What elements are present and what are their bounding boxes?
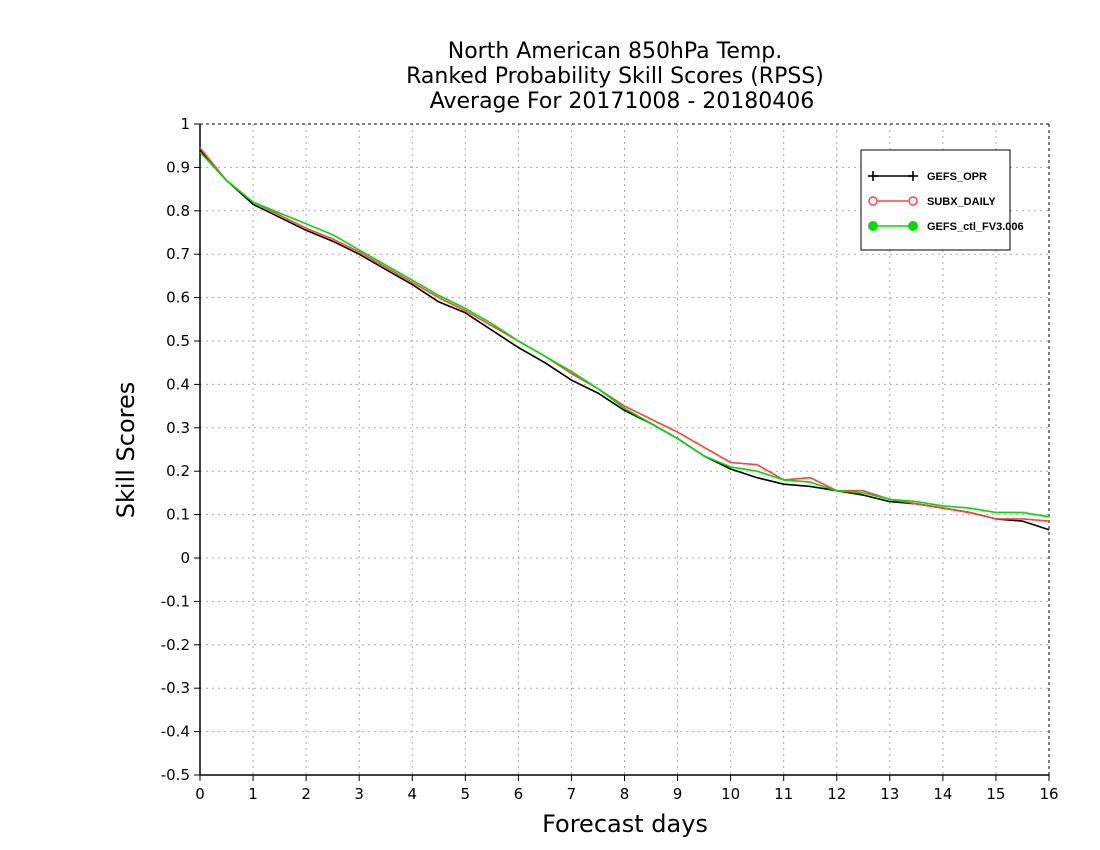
legend: GEFS_OPR SUBX_DAILY GEFS_ctl_FV3.006 — [860, 149, 1024, 251]
legend-label: SUBX_DAILY — [927, 196, 996, 208]
y-tick-label: 0 — [180, 549, 190, 567]
x-tick-label: 5 — [461, 785, 471, 803]
x-axis-ticks: 0 1 2 3 4 5 6 7 8 9 10 11 12 13 14 15 16 — [195, 775, 1059, 803]
y-tick-label: -0.3 — [161, 679, 190, 697]
title-line-3: Average For 20171008 - 20180406 — [430, 89, 815, 114]
x-tick-label: 2 — [301, 785, 311, 803]
grid-lines — [200, 124, 1049, 775]
y-tick-label: 0.1 — [166, 506, 190, 524]
x-tick-label: 7 — [567, 785, 577, 803]
x-tick-label: 1 — [248, 785, 258, 803]
series-lines — [199, 147, 1050, 531]
y-tick-label: 1 — [180, 115, 190, 133]
x-tick-label: 12 — [827, 785, 846, 803]
y-tick-label: 0.5 — [166, 332, 190, 350]
y-tick-label: 0.6 — [166, 289, 190, 307]
x-tick-label: 4 — [407, 785, 417, 803]
legend-open-circle-marker — [868, 196, 878, 206]
legend-entry-1: GEFS_OPR — [868, 171, 987, 183]
title-line-1: North American 850hPa Temp. — [448, 39, 783, 64]
chart-title: North American 850hPa Temp. Ranked Proba… — [406, 39, 824, 114]
y-tick-label: 0.7 — [166, 245, 190, 263]
y-tick-label: 0.4 — [166, 375, 190, 393]
x-axis-title: Forecast days — [542, 810, 708, 838]
title-line-2: Ranked Probability Skill Scores (RPSS) — [406, 64, 824, 89]
x-tick-label: 0 — [195, 785, 205, 803]
x-tick-label: 10 — [721, 785, 740, 803]
legend-filled-circle-marker — [868, 221, 878, 231]
y-tick-label: -0.2 — [161, 636, 190, 654]
series-line-2 — [199, 147, 1050, 522]
legend-label: GEFS_OPR — [927, 171, 987, 183]
y-tick-label: -0.5 — [161, 766, 190, 784]
y-tick-label: -0.1 — [161, 592, 190, 610]
x-tick-label: 16 — [1039, 785, 1058, 803]
legend-entry-3: GEFS_ctl_FV3.006 — [868, 221, 1024, 233]
legend-box — [860, 149, 1011, 251]
legend-label: GEFS_ctl_FV3.006 — [927, 221, 1024, 233]
x-tick-label: 9 — [673, 785, 683, 803]
x-tick-label: 14 — [933, 785, 952, 803]
x-tick-label: 11 — [774, 785, 793, 803]
x-tick-label: 6 — [514, 785, 524, 803]
x-tick-label: 3 — [354, 785, 364, 803]
y-axis-ticks: -0.5 -0.4 -0.3 -0.2 -0.1 0 0.1 0.2 0.3 0.4 0.5 0.6 0… — [161, 115, 200, 784]
legend-filled-circle-marker — [908, 221, 918, 231]
series-line-3 — [199, 151, 1050, 518]
x-tick-label: 13 — [880, 785, 899, 803]
x-tick-label: 15 — [986, 785, 1005, 803]
y-tick-label: 0.8 — [166, 202, 190, 220]
y-tick-label: 0.9 — [166, 158, 190, 176]
legend-open-circle-marker — [908, 196, 918, 206]
x-tick-label: 8 — [620, 785, 630, 803]
y-axis-title: Skill Scores — [112, 382, 140, 519]
y-tick-label: -0.4 — [161, 723, 190, 741]
legend-entry-2: SUBX_DAILY — [868, 196, 996, 208]
y-tick-label: 0.2 — [166, 462, 190, 480]
y-tick-label: 0.3 — [166, 419, 190, 437]
